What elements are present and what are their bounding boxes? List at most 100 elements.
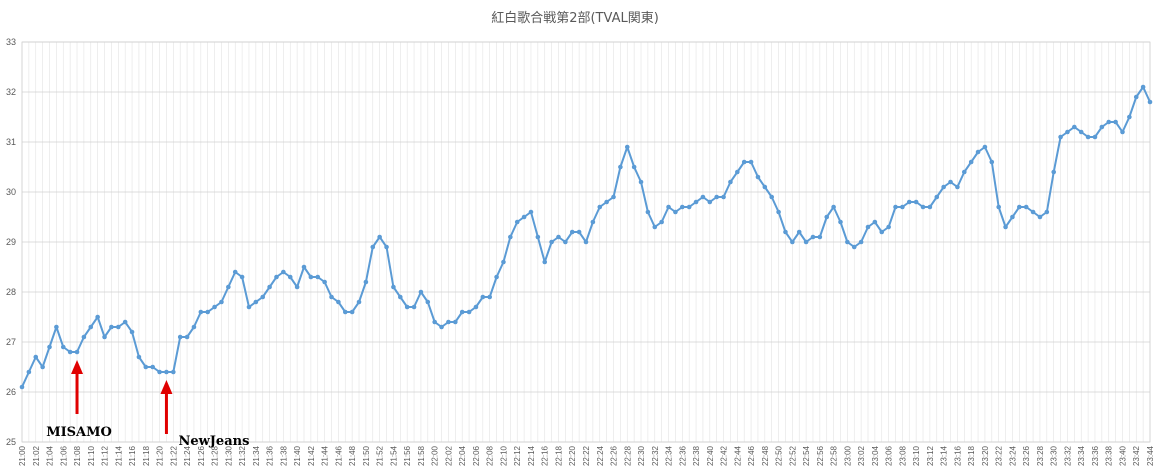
x-tick-label: 22:54 [802,445,811,466]
data-point [418,289,424,295]
data-point [122,319,128,325]
data-point [143,364,149,370]
x-tick-label: 23:00 [843,445,852,466]
x-axis: 21:00 21:02 21:04 21:06 21:08 21:10 21:12 21:14… [18,445,1155,466]
data-point [1078,129,1084,135]
y-tick-label: 31 [6,137,16,147]
data-point [439,324,444,330]
data-point [184,334,190,340]
x-tick-label: 23:02 [857,445,866,466]
data-point [569,229,575,235]
x-tick-label: 23:36 [1091,445,1100,466]
x-tick-label: 22:48 [761,445,770,466]
data-point [198,309,204,315]
data-point [157,369,162,375]
x-tick-label: 22:36 [678,445,687,466]
data-point [714,194,719,200]
x-tick-label: 23:06 [885,445,894,466]
x-tick-label: 22:32 [651,445,660,466]
data-point [941,184,946,190]
data-point [473,304,479,310]
data-point [618,164,623,170]
data-point [411,304,417,310]
data-point [652,224,658,230]
x-tick-label: 22:08 [486,445,495,466]
data-point [1113,119,1118,125]
data-point [886,224,891,230]
data-point [363,279,369,285]
x-tick-label: 22:04 [458,445,467,466]
data-point [494,274,499,280]
y-tick-label: 28 [6,287,16,297]
data-point [301,264,307,270]
x-tick-label: 23:16 [953,445,962,466]
data-point [638,179,644,185]
data-point [824,214,830,220]
data-point [521,214,527,220]
y-tick-label: 33 [6,37,16,47]
x-tick-label: 22:28 [623,445,632,466]
x-tick-label: 23:42 [1132,445,1141,466]
x-tick-label: 22:44 [733,445,742,466]
x-tick-label: 22:00 [431,445,440,466]
x-tick-label: 22:14 [527,445,536,466]
x-tick-label: 22:56 [816,445,825,466]
data-point [955,184,960,190]
data-point [975,149,981,155]
x-tick-label: 21:40 [293,445,302,466]
data-point [1140,84,1146,90]
data-point [219,299,224,305]
data-point [1065,129,1070,135]
x-tick-label: 21:24 [183,445,192,466]
data-point [845,239,850,245]
data-point [54,324,59,330]
x-tick-label: 23:12 [926,445,935,466]
data-point [810,234,816,240]
data-point [838,219,843,225]
x-tick-label: 22:02 [444,445,453,466]
data-point [728,179,733,185]
data-point [755,174,761,180]
data-point [693,199,699,205]
data-point [542,259,548,265]
data-point [26,369,32,375]
data-point [790,239,795,245]
data-point [446,319,451,325]
y-tick-label: 27 [6,337,16,347]
data-point [872,219,878,225]
data-point [287,274,293,280]
x-tick-label: 23:44 [1146,445,1155,466]
data-point [934,194,940,200]
x-tick-label: 21:28 [211,445,220,466]
data-point [329,294,334,300]
data-point [191,324,197,330]
x-tick-label: 22:40 [706,445,715,466]
data-point [1030,209,1036,215]
x-tick-label: 22:26 [610,445,619,466]
data-point [1127,114,1132,120]
x-tick-label: 21:08 [73,445,82,466]
annotation-arrow-head [71,360,84,374]
x-tick-label: 22:52 [788,445,797,466]
data-point [1023,204,1029,210]
data-point [171,369,176,375]
data-point [920,204,926,210]
x-tick-label: 21:54 [389,445,398,466]
data-point [384,244,389,250]
data-point [961,169,967,175]
data-point [900,204,905,210]
data-point [721,194,726,200]
data-point [1058,134,1063,140]
data-point [466,309,472,315]
data-point [177,334,183,340]
data-point [748,159,754,165]
x-tick-label: 23:28 [1036,445,1045,466]
x-tick-label: 23:22 [995,445,1004,466]
data-point [858,239,864,245]
x-tick-label: 21:48 [348,445,357,466]
data-point [735,169,740,175]
x-tick-label: 21:52 [376,445,385,466]
data-point [528,209,534,215]
data-point [893,204,898,210]
annotation-label: MISAMO [46,425,112,440]
